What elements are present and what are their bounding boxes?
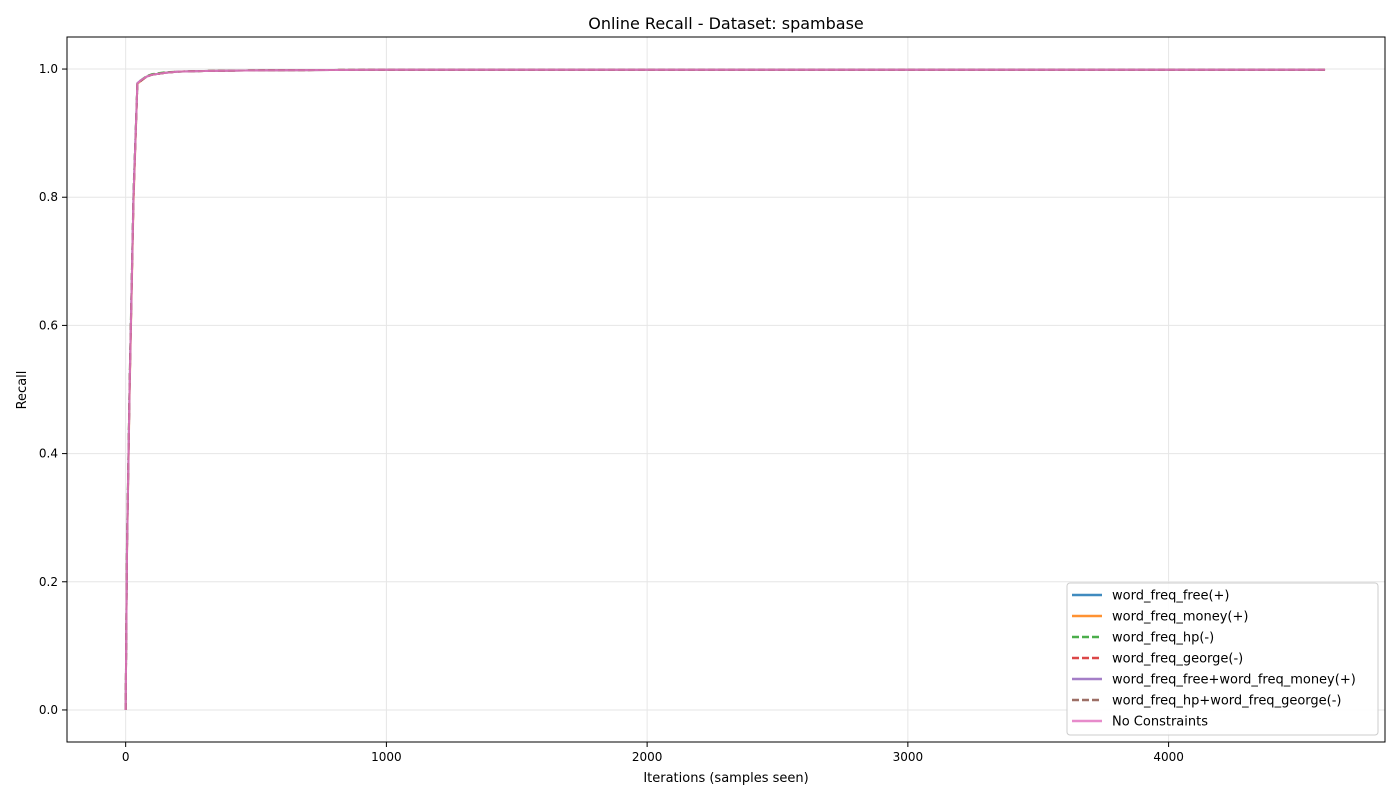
y-tick-label: 0.0: [39, 703, 58, 717]
x-tick-label: 3000: [893, 750, 924, 764]
legend-label-1: word_freq_free(+): [1112, 589, 1230, 604]
y-tick-label: 0.6: [39, 318, 58, 332]
y-axis-label: Recall: [15, 371, 30, 410]
legend-label-2: word_freq_money(+): [1112, 610, 1248, 625]
y-tick-label: 0.4: [39, 447, 58, 461]
plot-area-frame: [66, 36, 1386, 743]
x-tick-label: 1000: [371, 750, 402, 764]
legend: word_freq_free(+) word_freq_money(+) word_…: [1066, 582, 1379, 736]
x-tick-label: 2000: [632, 750, 663, 764]
legend-box: [1066, 582, 1379, 736]
x-axis-label: Iterations (samples seen): [643, 771, 808, 786]
series-line-7: [124, 68, 1326, 710]
y-tick-label: 0.8: [39, 190, 58, 204]
legend-label-3: word_freq_hp(-): [1112, 631, 1214, 646]
ticks-layer: 0 1000 2000 3000 4000 0.0 0.2 0.4 0.6 0.8 1.0: [39, 62, 1184, 764]
x-tick-label: 4000: [1153, 750, 1184, 764]
legend-label-4: word_freq_george(-): [1112, 652, 1243, 667]
legend-label-7: No Constraints: [1112, 715, 1208, 730]
legend-label-5: word_freq_free+word_freq_money(+): [1112, 673, 1356, 688]
x-tick-label: 0: [122, 750, 130, 764]
series-layer: [124, 68, 1326, 710]
legend-label-6: word_freq_hp+word_freq_george(-): [1112, 694, 1341, 709]
y-tick-label: 1.0: [39, 62, 58, 76]
y-tick-label: 0.2: [39, 575, 58, 589]
chart-title: Online Recall - Dataset: spambase: [588, 14, 864, 33]
grid-layer: [67, 37, 1385, 742]
